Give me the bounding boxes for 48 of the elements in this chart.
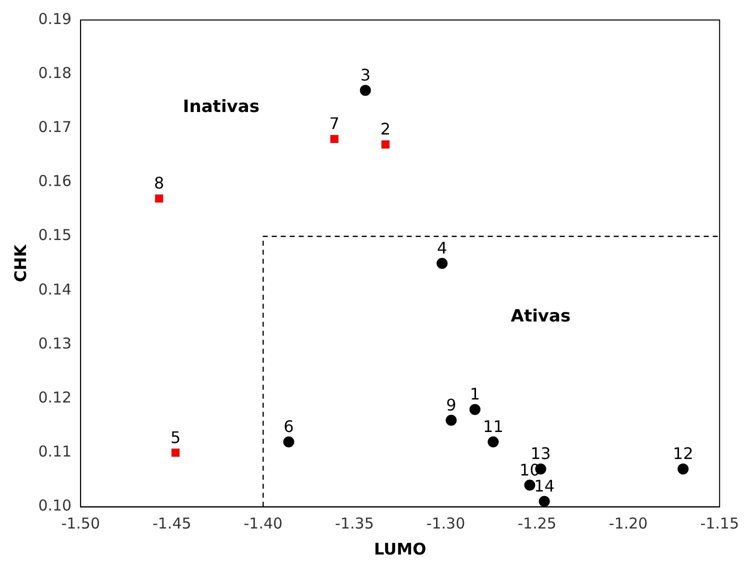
y-axis-title: CHK xyxy=(10,244,30,282)
annotation: 4 xyxy=(436,238,448,258)
point xyxy=(155,194,164,203)
annotation: 6 xyxy=(284,417,294,436)
y-tick-label: 0.12 xyxy=(38,388,72,407)
annotation: 1 xyxy=(470,384,480,404)
point xyxy=(172,448,180,457)
point xyxy=(446,414,457,426)
y-tick-label: 0.19 xyxy=(38,10,72,28)
annotation: 12 xyxy=(672,444,694,464)
x-tick-label: -1.50 xyxy=(61,514,100,533)
point xyxy=(283,436,294,448)
point xyxy=(381,140,390,148)
y-tick-label: 0.14 xyxy=(38,280,72,298)
annotation: 5 xyxy=(170,428,181,447)
x-tick-label: -1.40 xyxy=(244,514,283,533)
y-tick-label: 0.15 xyxy=(38,226,72,244)
x-tick-label: -1.30 xyxy=(426,514,466,533)
y-tick-label: 0.10 xyxy=(38,496,72,515)
annotation: 9 xyxy=(446,395,456,414)
annotation: 13 xyxy=(530,444,551,464)
x-tick-label: -1.20 xyxy=(608,514,648,533)
x-tick-label: -1.45 xyxy=(152,514,192,533)
x-tick-label: -1.15 xyxy=(700,514,739,533)
annotation: 8 xyxy=(154,174,164,193)
x-tick-label: -1.35 xyxy=(335,514,374,533)
y-tick-label: 0.11 xyxy=(38,442,72,461)
annotation: 11 xyxy=(483,417,504,436)
point xyxy=(469,404,480,415)
point xyxy=(678,463,689,474)
x-tick-label: -1.25 xyxy=(518,514,556,533)
annotation: Ativas xyxy=(510,306,571,326)
annotation: 2 xyxy=(380,120,391,139)
point xyxy=(436,258,448,269)
y-tick-label: 0.13 xyxy=(38,334,72,352)
y-tick-label: 0.18 xyxy=(38,64,72,82)
annotation: 3 xyxy=(360,65,370,84)
annotation: 7 xyxy=(329,114,340,134)
y-tick-label: 0.17 xyxy=(38,118,72,136)
y-tick-label: 0.16 xyxy=(38,172,72,190)
point xyxy=(538,496,550,507)
annotation: Inativas xyxy=(182,97,260,118)
point xyxy=(360,84,371,96)
annotation: 14 xyxy=(534,476,555,496)
x-axis-title: LUMO xyxy=(374,540,426,559)
point xyxy=(524,480,536,491)
point xyxy=(488,436,499,448)
point xyxy=(330,134,338,144)
